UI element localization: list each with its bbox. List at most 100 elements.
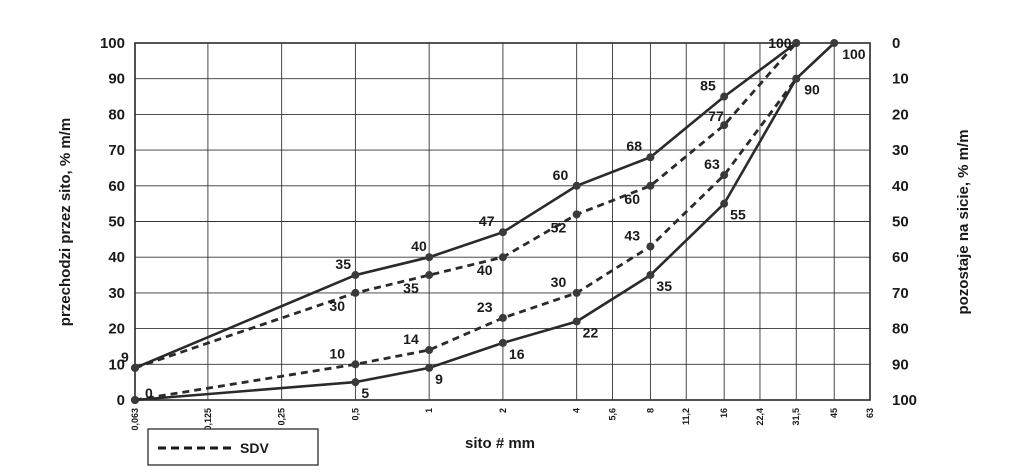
y-tick-label: 30 bbox=[108, 285, 125, 302]
solid-series-line-0 bbox=[134, 41, 797, 370]
dashed-series-line-3 bbox=[134, 77, 798, 402]
data-label: 100 bbox=[768, 35, 792, 51]
data-label: 9 bbox=[121, 349, 129, 365]
data-label: 52 bbox=[551, 219, 567, 235]
data-point bbox=[425, 253, 434, 262]
y2-tick-label: 20 bbox=[892, 106, 909, 123]
data-point bbox=[646, 153, 655, 162]
data-label: 68 bbox=[626, 138, 642, 154]
x-tick-label: 1 bbox=[424, 408, 434, 413]
data-point bbox=[720, 121, 729, 130]
data-point bbox=[498, 313, 507, 322]
y2-tick-label: 90 bbox=[892, 356, 909, 373]
data-label: 35 bbox=[656, 278, 672, 294]
y2-tick-label: 80 bbox=[892, 321, 909, 338]
y-tick-label: 10 bbox=[108, 356, 125, 373]
data-label: 30 bbox=[551, 274, 567, 290]
y-tick-label: 20 bbox=[108, 321, 125, 338]
y-tick-label: 0 bbox=[117, 392, 125, 409]
data-label: 30 bbox=[329, 298, 345, 314]
data-point bbox=[572, 288, 581, 297]
data-point bbox=[425, 363, 434, 372]
y-tick-label: 50 bbox=[108, 214, 125, 231]
data-point bbox=[572, 317, 581, 326]
data-label: 16 bbox=[509, 346, 525, 362]
data-label: 23 bbox=[477, 299, 493, 315]
data-label: 60 bbox=[624, 191, 640, 207]
y-axis-label: przechodzi przez sito, % m/m bbox=[57, 118, 74, 326]
data-labels: 9 35 40 47 60 68 85 100 0 5 9 16 22 35 55 90 100 30 35 40 52… bbox=[121, 35, 866, 401]
data-point bbox=[498, 228, 507, 237]
x-tick-label: 31,5 bbox=[791, 408, 801, 426]
data-label: 0 bbox=[145, 385, 153, 401]
data-point bbox=[425, 346, 434, 355]
data-point bbox=[498, 338, 507, 347]
data-label: 63 bbox=[704, 156, 720, 172]
x-tick-label: 11,2 bbox=[681, 408, 691, 425]
data-point bbox=[830, 39, 839, 47]
data-label: 85 bbox=[700, 78, 716, 94]
data-label: 100 bbox=[842, 46, 866, 62]
y2-tick-label: 60 bbox=[892, 249, 909, 266]
x-tick-label: 4 bbox=[572, 408, 582, 413]
x-axis-label: sito # mm bbox=[465, 435, 535, 452]
data-label: 10 bbox=[329, 345, 345, 361]
data-label: 47 bbox=[479, 213, 495, 229]
data-point bbox=[425, 271, 434, 280]
data-point bbox=[646, 181, 655, 190]
y-tick-label: 100 bbox=[100, 35, 125, 52]
data-label: 14 bbox=[403, 331, 419, 347]
data-label: 9 bbox=[435, 371, 443, 387]
data-point bbox=[351, 271, 360, 280]
data-point bbox=[646, 242, 655, 251]
x-tick-label: 22,4 bbox=[755, 408, 765, 426]
data-point bbox=[572, 210, 581, 219]
data-point bbox=[572, 181, 581, 190]
x-tick-label: 5,6 bbox=[607, 408, 617, 421]
y2-tick-label: 0 bbox=[892, 35, 900, 52]
data-label: 35 bbox=[335, 256, 351, 272]
x-tick-label: 2 bbox=[498, 408, 508, 413]
y2-tick-label: 30 bbox=[892, 142, 909, 159]
x-tick-label: 16 bbox=[719, 408, 729, 418]
data-label: 60 bbox=[553, 167, 569, 183]
x-tick-label: 0,5 bbox=[350, 408, 360, 421]
y-tick-label: 80 bbox=[108, 106, 125, 123]
data-label: 77 bbox=[708, 108, 724, 124]
legend-entry: SDV bbox=[240, 440, 269, 456]
data-label: 5 bbox=[361, 385, 369, 401]
y2-tick-label: 40 bbox=[892, 178, 909, 195]
data-point bbox=[351, 378, 360, 387]
data-point bbox=[720, 199, 729, 208]
data-label: 55 bbox=[730, 207, 746, 223]
x-tick-label: 0,063 bbox=[130, 408, 140, 431]
data-label: 35 bbox=[403, 280, 419, 296]
y-tick-label: 60 bbox=[108, 178, 125, 195]
legend: SDV bbox=[147, 428, 319, 466]
data-point bbox=[792, 39, 801, 47]
y2-tick-label: 100 bbox=[892, 392, 917, 409]
x-tick-label: 45 bbox=[829, 408, 839, 418]
y-tick-label: 90 bbox=[108, 71, 125, 88]
data-label: 22 bbox=[583, 324, 599, 340]
y-tick-label: 70 bbox=[108, 142, 125, 159]
data-label: 40 bbox=[477, 262, 493, 278]
data-point bbox=[720, 171, 729, 180]
data-point bbox=[792, 74, 801, 83]
data-point bbox=[498, 253, 507, 262]
x-tick-label: 63 bbox=[865, 408, 875, 418]
y2-axis-label: pozostaje na sicie, % m/m bbox=[955, 129, 972, 314]
data-point bbox=[720, 92, 729, 101]
data-points bbox=[131, 39, 839, 404]
data-label: 40 bbox=[411, 238, 427, 254]
y-tick-label: 40 bbox=[108, 249, 125, 266]
data-point bbox=[351, 288, 360, 297]
y2-tick-label: 50 bbox=[892, 214, 909, 231]
y2-tick-label: 70 bbox=[892, 285, 909, 302]
data-point bbox=[131, 363, 139, 372]
data-point bbox=[646, 271, 655, 280]
data-point bbox=[351, 360, 360, 369]
dashed-series-line-2 bbox=[134, 42, 798, 370]
x-tick-label: 8 bbox=[645, 408, 655, 413]
